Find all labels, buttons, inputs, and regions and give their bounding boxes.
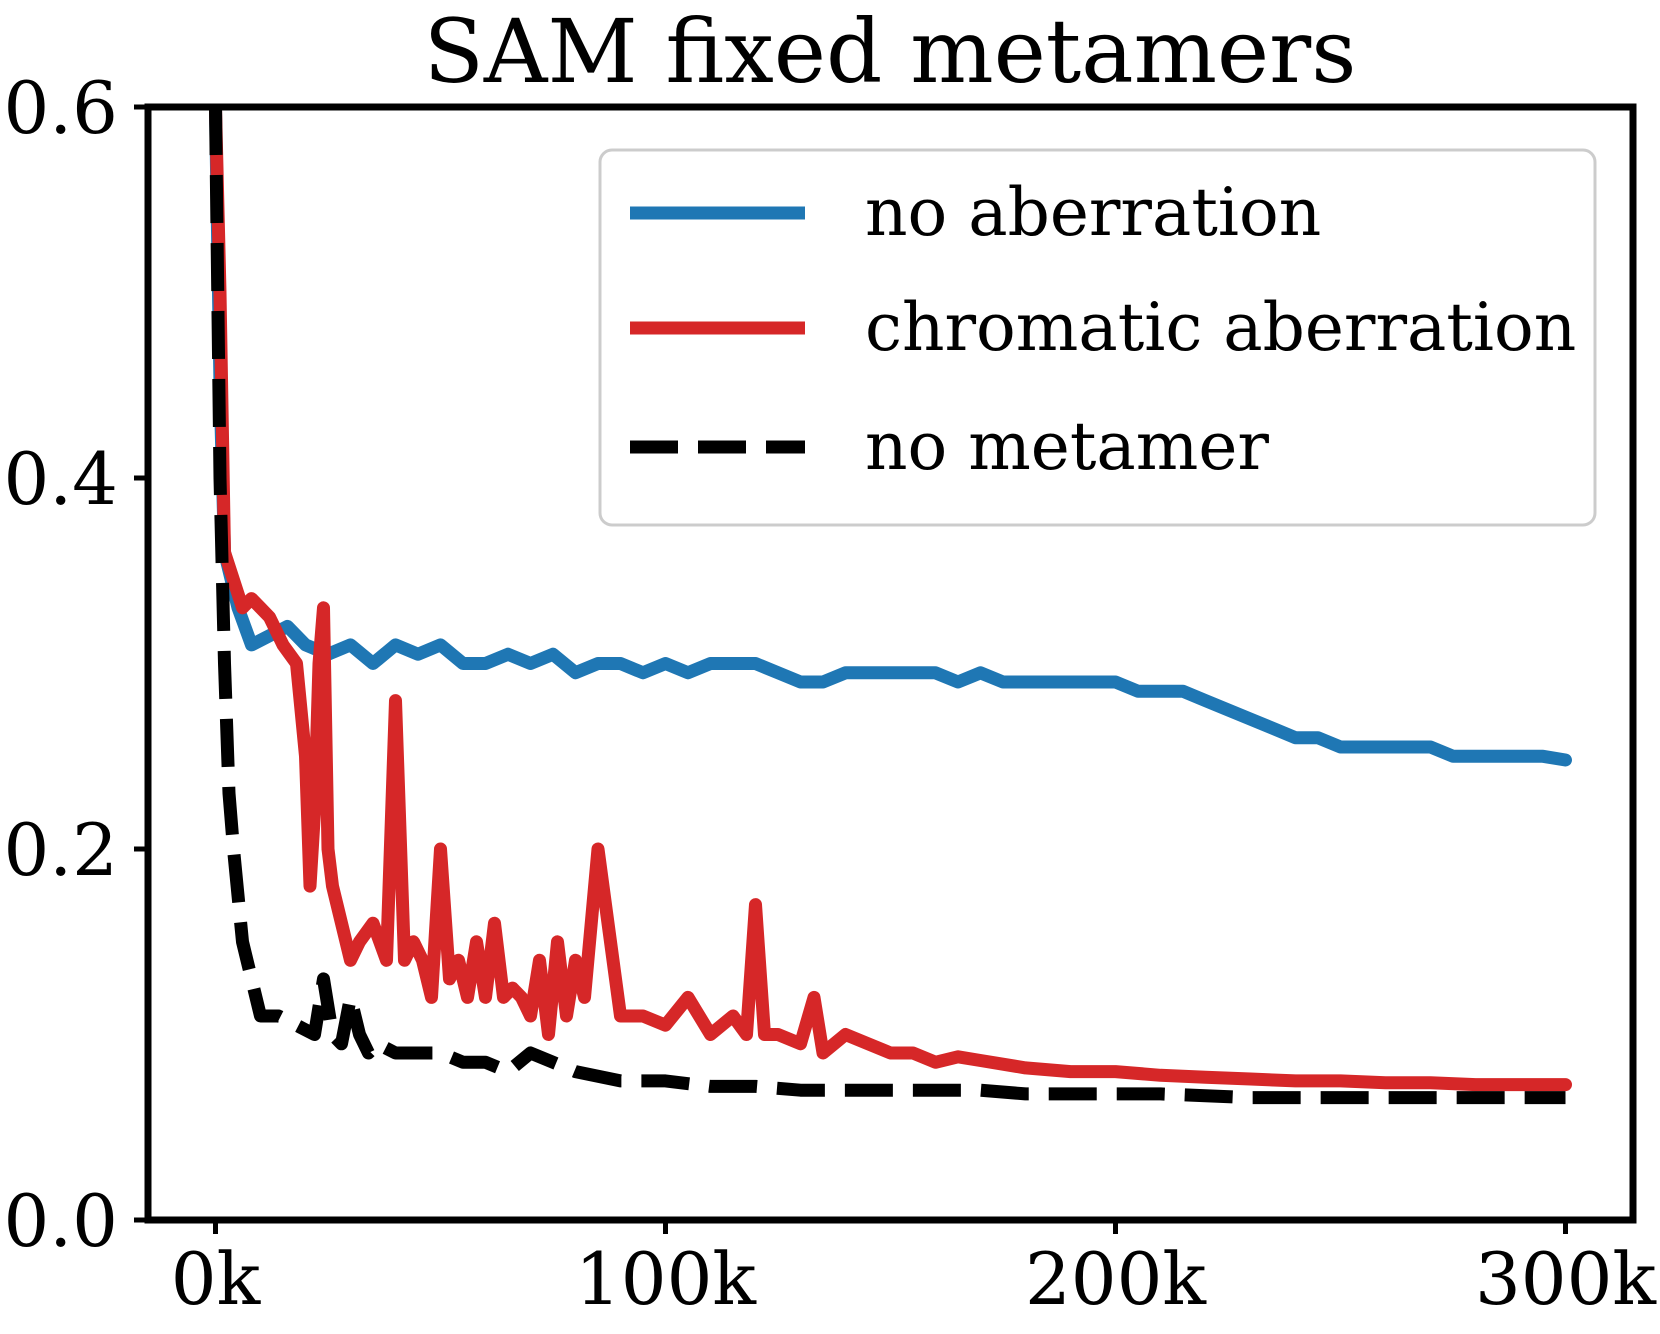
plot-frame [144, 103, 1637, 1224]
y-tick-label: 0.4 [3, 437, 118, 521]
series-line-1 [209, 107, 1572, 1092]
x-tick-label: 0k [171, 1237, 262, 1321]
y-tick-label: 0.2 [3, 808, 118, 892]
chart-title: SAM fixed metamers [424, 0, 1357, 103]
series-line-2 [209, 107, 1566, 1105]
legend: no aberration chromatic aberration no meta… [598, 148, 1597, 527]
x-tick-label: 300k [1475, 1237, 1657, 1321]
legend-label-2: no metamer [865, 408, 1269, 485]
x-tick-label: 200k [1025, 1237, 1207, 1321]
series-line-0 [209, 107, 1572, 767]
series-layer [209, 107, 1572, 1105]
y-tick-label: 0.6 [3, 66, 118, 150]
y-tick-label: 0.0 [3, 1179, 118, 1263]
axis-ticks: 0k 100k 200k 300k 0.0 0.2 0.4 0.6 [3, 66, 1657, 1321]
x-tick-label: 100k [575, 1237, 757, 1321]
legend-box [598, 148, 1597, 527]
legend-label-1: chromatic aberration [865, 289, 1576, 366]
legend-label-0: no aberration [865, 174, 1321, 251]
